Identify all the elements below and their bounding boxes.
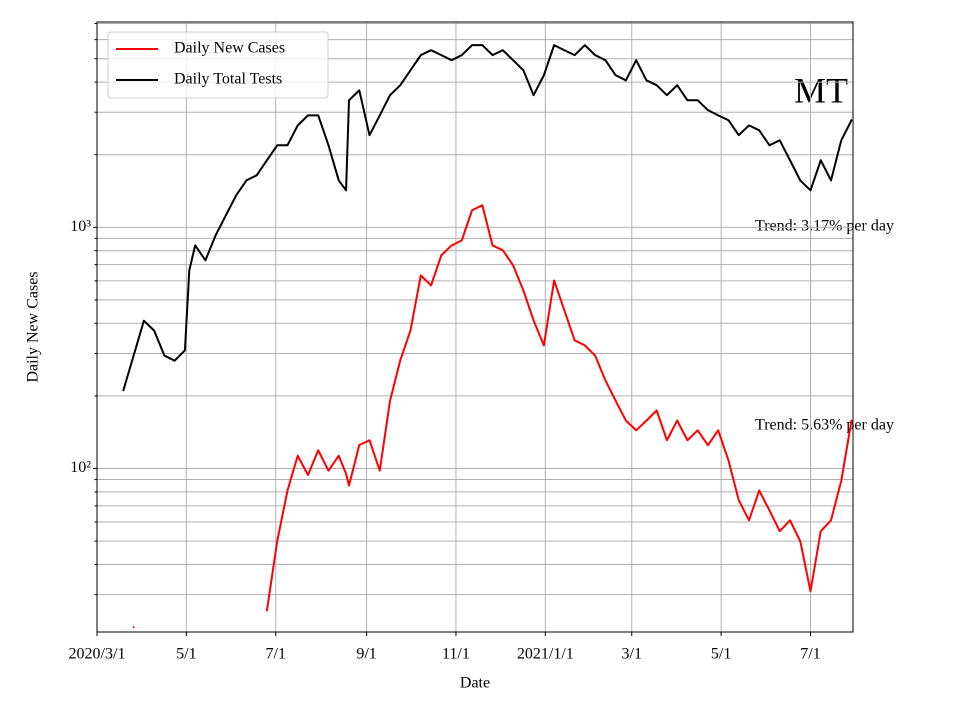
x-tick-label: 3/1: [622, 646, 642, 663]
x-tick-label: 2021/1/1: [517, 646, 574, 663]
legend-label: Daily New Cases: [174, 40, 285, 57]
legend-label: Daily Total Tests: [174, 71, 282, 88]
x-tick-label: 7/1: [266, 646, 286, 663]
legend-box: [107, 31, 329, 99]
y-tick-label: 10³: [70, 218, 91, 235]
x-axis-label: Date: [460, 675, 490, 692]
x-tick-label: 9/1: [356, 646, 376, 663]
x-tick-label: 7/1: [800, 646, 820, 663]
x-tick-label: 5/1: [711, 646, 731, 663]
trend-label: Trend: 5.63% per day: [755, 417, 894, 434]
x-tick-label: 2020/3/1: [69, 646, 126, 663]
series-line: [122, 44, 853, 392]
series-line: [132, 204, 853, 629]
y-tick-label: 10²: [70, 459, 91, 476]
trend-label: Trend: 3.17% per day: [755, 218, 894, 235]
state-label: MT: [794, 70, 848, 110]
plot-frame: [96, 21, 854, 633]
x-tick-label: 11/1: [442, 646, 470, 663]
y-axis-label: Daily New Cases: [25, 271, 42, 382]
x-tick-label: 5/1: [176, 646, 196, 663]
